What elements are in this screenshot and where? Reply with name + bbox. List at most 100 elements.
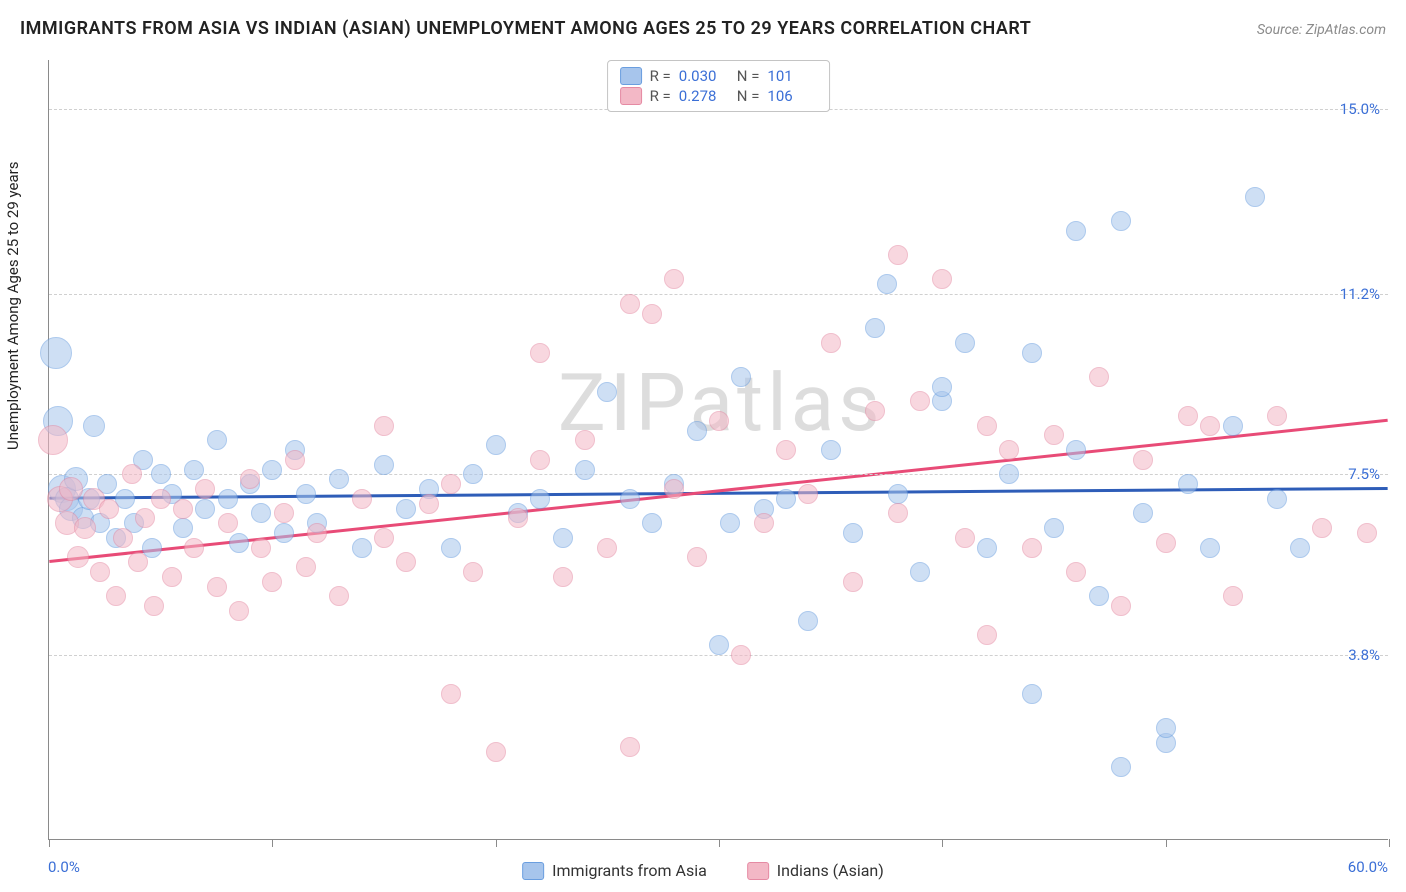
- data-point: [1156, 533, 1176, 553]
- y-tick-label: 15.0%: [1340, 100, 1380, 118]
- data-point: [99, 499, 119, 519]
- data-point: [865, 318, 885, 338]
- data-point: [329, 469, 349, 489]
- data-point: [1357, 523, 1377, 543]
- data-point: [798, 611, 818, 631]
- data-point: [1089, 367, 1109, 387]
- data-point: [207, 577, 227, 597]
- legend-bottom-item: Immigrants from Asia: [522, 861, 707, 880]
- data-point: [374, 528, 394, 548]
- data-point: [1022, 538, 1042, 558]
- source-attribution: Source: ZipAtlas.com: [1257, 22, 1386, 38]
- data-point: [1267, 489, 1287, 509]
- data-point: [83, 415, 105, 437]
- data-point: [731, 367, 751, 387]
- legend-n-label: N =: [737, 87, 760, 105]
- data-point: [877, 274, 897, 294]
- y-axis-label: Unemployment Among Ages 25 to 29 years: [4, 162, 22, 450]
- data-point: [463, 464, 483, 484]
- series-legend: Immigrants from AsiaIndians (Asian): [522, 861, 884, 880]
- data-point: [262, 572, 282, 592]
- x-tick-label-first: 0.0%: [48, 858, 80, 876]
- data-point: [1267, 406, 1287, 426]
- data-point: [977, 538, 997, 558]
- data-point: [1133, 503, 1153, 523]
- data-point: [642, 304, 662, 324]
- data-point: [38, 425, 68, 455]
- data-point: [508, 508, 528, 528]
- data-point: [162, 567, 182, 587]
- legend-n-value-indian: 106: [767, 87, 817, 105]
- data-point: [955, 333, 975, 353]
- data-point: [642, 513, 662, 533]
- data-point: [1245, 187, 1265, 207]
- data-point: [251, 538, 271, 558]
- data-point: [90, 562, 110, 582]
- data-point: [229, 533, 249, 553]
- data-point: [419, 494, 439, 514]
- data-point: [955, 528, 975, 548]
- data-point: [285, 450, 305, 470]
- data-point: [620, 294, 640, 314]
- data-point: [888, 245, 908, 265]
- data-point: [977, 416, 997, 436]
- data-point: [1111, 596, 1131, 616]
- legend-swatch: [747, 862, 769, 880]
- x-tick: [942, 839, 943, 847]
- x-tick: [496, 839, 497, 847]
- x-tick: [49, 839, 50, 847]
- data-point: [1156, 718, 1176, 738]
- data-point: [843, 572, 863, 592]
- y-tick-label: 11.2%: [1340, 285, 1380, 303]
- scatter-plot-area: ZIPatlas R = 0.030 N = 101 R = 0.278 N =…: [48, 60, 1388, 840]
- data-point: [1223, 416, 1243, 436]
- data-point: [486, 435, 506, 455]
- data-point: [1133, 450, 1153, 470]
- data-point: [709, 635, 729, 655]
- legend-n-label: N =: [737, 67, 760, 85]
- legend-label: Immigrants from Asia: [552, 861, 707, 880]
- data-point: [999, 440, 1019, 460]
- legend-n-value-asia: 101: [767, 67, 817, 85]
- watermark: ZIPatlas: [558, 356, 884, 450]
- data-point: [218, 489, 238, 509]
- data-point: [352, 538, 372, 558]
- data-point: [463, 562, 483, 582]
- data-point: [396, 499, 416, 519]
- data-point: [128, 552, 148, 572]
- data-point: [274, 503, 294, 523]
- data-point: [374, 416, 394, 436]
- data-point: [296, 557, 316, 577]
- legend-swatch-asia: [620, 67, 642, 85]
- data-point: [1223, 586, 1243, 606]
- data-point: [396, 552, 416, 572]
- data-point: [352, 489, 372, 509]
- gridline-h: [49, 294, 1388, 295]
- data-point: [195, 479, 215, 499]
- data-point: [151, 464, 171, 484]
- data-point: [553, 528, 573, 548]
- data-point: [1044, 425, 1064, 445]
- data-point: [798, 484, 818, 504]
- data-point: [40, 337, 72, 369]
- data-point: [274, 523, 294, 543]
- data-point: [144, 596, 164, 616]
- data-point: [530, 489, 550, 509]
- data-point: [687, 547, 707, 567]
- data-point: [106, 586, 126, 606]
- data-point: [195, 499, 215, 519]
- data-point: [910, 562, 930, 582]
- legend-row-asia: R = 0.030 N = 101: [620, 67, 818, 85]
- data-point: [664, 479, 684, 499]
- data-point: [229, 601, 249, 621]
- data-point: [709, 411, 729, 431]
- data-point: [776, 440, 796, 460]
- data-point: [113, 528, 133, 548]
- data-point: [374, 455, 394, 475]
- data-point: [843, 523, 863, 543]
- data-point: [1066, 440, 1086, 460]
- data-point: [1200, 416, 1220, 436]
- data-point: [553, 567, 573, 587]
- data-point: [620, 489, 640, 509]
- x-tick: [1389, 839, 1390, 847]
